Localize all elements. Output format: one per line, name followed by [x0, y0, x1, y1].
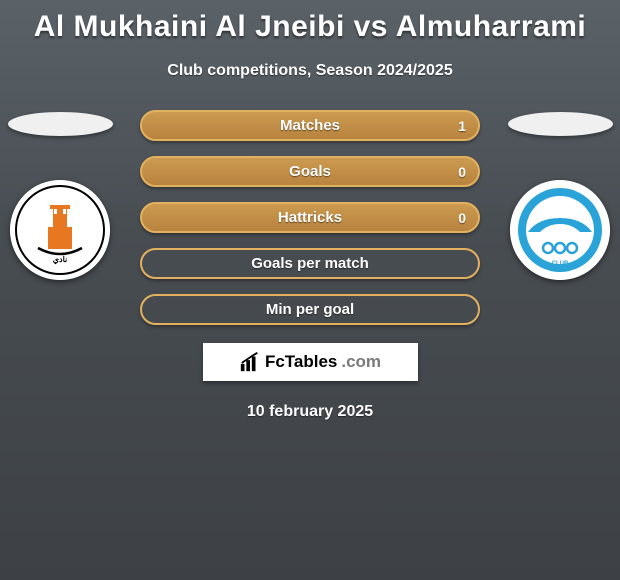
stat-row-goals-per-match: Goals per match	[140, 248, 480, 279]
stat-row-goals: Goals0	[140, 156, 480, 187]
left-country-flag	[8, 112, 113, 136]
stat-right-value: 1	[458, 118, 466, 134]
svg-text:نادي: نادي	[53, 255, 68, 265]
stat-label: Matches	[142, 117, 478, 134]
right-player-column: CLUB	[500, 110, 620, 280]
stat-right-value: 0	[458, 164, 466, 180]
right-country-flag	[508, 112, 613, 136]
left-club-logo: نادي	[10, 180, 110, 280]
right-club-badge-icon: CLUB	[510, 180, 610, 280]
left-player-column: نادي	[0, 110, 120, 280]
stat-label: Min per goal	[142, 301, 478, 318]
left-club-badge-icon: نادي	[10, 180, 110, 280]
subtitle: Club competitions, Season 2024/2025	[0, 62, 620, 80]
svg-text:CLUB: CLUB	[552, 261, 569, 267]
brand-suffix: .com	[341, 352, 381, 372]
stat-label: Goals	[142, 163, 478, 180]
date-label: 10 february 2025	[0, 403, 620, 421]
bars-icon	[239, 351, 261, 373]
stat-row-matches: Matches1	[140, 110, 480, 141]
stat-right-value: 0	[458, 210, 466, 226]
stat-label: Hattricks	[142, 209, 478, 226]
stat-row-min-per-goal: Min per goal	[140, 294, 480, 325]
brand-name: FcTables	[265, 352, 337, 372]
stat-row-hattricks: Hattricks0	[140, 202, 480, 233]
right-club-logo: CLUB	[510, 180, 610, 280]
comparison-content: نادي CLUB Matches1Goals0Hattricks0Goals …	[0, 110, 620, 421]
stat-label: Goals per match	[142, 255, 478, 272]
stats-list: Matches1Goals0Hattricks0Goals per matchM…	[140, 110, 480, 325]
brand-badge[interactable]: FcTables.com	[203, 343, 418, 381]
page-title: Al Mukhaini Al Jneibi vs Almuharrami	[0, 0, 620, 44]
